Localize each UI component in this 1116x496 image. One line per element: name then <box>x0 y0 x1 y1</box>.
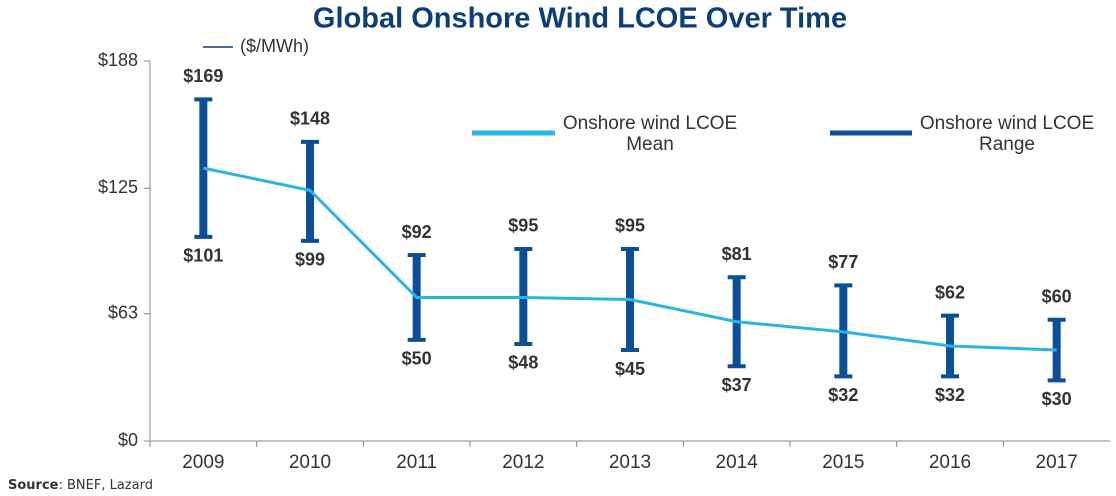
high-label: $95 <box>615 216 645 236</box>
high-label: $77 <box>828 252 858 272</box>
high-label: $60 <box>1042 286 1072 306</box>
x-tick-label: 2009 <box>182 452 224 473</box>
low-label: $99 <box>295 250 325 270</box>
source-text: : BNEF, Lazard <box>58 478 153 493</box>
y-tick-label: $188 <box>98 50 138 70</box>
low-label: $37 <box>722 375 752 395</box>
x-tick-label: 2015 <box>822 452 864 473</box>
high-label: $169 <box>183 66 223 86</box>
mean-line <box>203 166 1057 352</box>
low-label: $30 <box>1042 389 1072 409</box>
y-tick-label: $63 <box>108 302 138 322</box>
chart-subtitle: ($/MWh) <box>240 36 309 56</box>
low-label: $50 <box>402 349 432 369</box>
x-tick-label: 2014 <box>716 452 759 473</box>
low-label: $101 <box>183 246 223 266</box>
low-label: $32 <box>828 385 858 405</box>
high-label: $92 <box>402 222 432 242</box>
high-label: $95 <box>508 216 538 236</box>
y-tick-label: $125 <box>98 177 138 197</box>
x-tick-label: 2013 <box>609 452 651 473</box>
source: Source: BNEF, Lazard <box>8 478 153 493</box>
chart-title: Global Onshore Wind LCOE Over Time <box>313 3 847 35</box>
high-label: $81 <box>722 244 752 264</box>
y-tick-label: $0 <box>118 430 138 450</box>
x-tick-label: 2012 <box>502 452 544 473</box>
low-label: $48 <box>508 353 538 373</box>
low-label: $32 <box>935 385 965 405</box>
x-tick-label: 2010 <box>289 452 331 473</box>
legend-label: Onshore wind LCOE Range <box>919 113 1095 155</box>
low-label: $45 <box>615 359 645 379</box>
high-label: $148 <box>290 109 330 129</box>
x-tick-label: 2017 <box>1036 452 1078 473</box>
source-label: Source <box>8 478 59 493</box>
x-tick-label: 2016 <box>929 452 971 473</box>
x-tick-label: 2011 <box>396 452 437 473</box>
legend-label: Onshore wind LCOE Mean <box>562 113 738 155</box>
high-label: $62 <box>935 282 965 302</box>
